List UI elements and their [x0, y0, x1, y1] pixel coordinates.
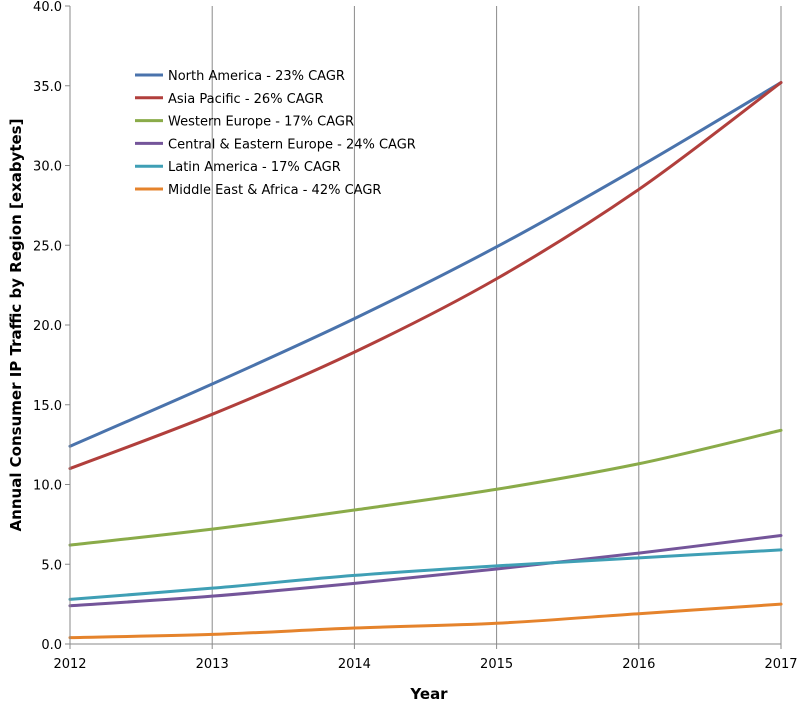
y-tick-label: 0.0: [41, 638, 62, 653]
y-tick-label: 10.0: [33, 479, 62, 494]
x-tick-label: 2017: [764, 657, 797, 672]
x-tick-label: 2016: [622, 657, 655, 672]
y-axis-title: Annual Consumer IP Traffic by Region [ex…: [7, 119, 25, 532]
series-lines: [68, 81, 783, 640]
series-line-4: [68, 548, 783, 601]
series-line-1: [68, 81, 783, 471]
series-line-5: [68, 602, 783, 640]
y-tick-label: 5.0: [41, 558, 62, 573]
legend-label: Latin America - 17% CAGR: [168, 160, 341, 175]
legend-label: Western Europe - 17% CAGR: [168, 115, 354, 130]
x-tick-label: 2012: [53, 657, 86, 672]
y-tick-label: 35.0: [33, 80, 62, 95]
x-tick-labels: 2012 2013 2014 2015 2016 2017: [53, 644, 798, 672]
legend-label: North America - 23% CAGR: [168, 69, 345, 84]
legend-label: Central & Eastern Europe - 24% CAGR: [168, 137, 416, 152]
series-line-0: [68, 81, 783, 448]
y-tick-label: 15.0: [33, 399, 62, 414]
y-tick-label: 40.0: [33, 0, 62, 15]
vertical-gridlines: [211, 6, 782, 644]
legend-label: Middle East & Africa - 42% CAGR: [168, 183, 381, 198]
x-tick-label: 2014: [338, 657, 371, 672]
series-line-2: [68, 428, 783, 547]
x-tick-label: 2015: [480, 657, 513, 672]
legend: North America - 23% CAGR Asia Pacific - 2…: [135, 69, 416, 198]
y-tick-labels: 0.0 5.0 10.0 15.0 20.0 25.0 30.0 35.0 40.0: [33, 0, 70, 653]
x-axis-title: Year: [409, 685, 448, 703]
legend-label: Asia Pacific - 26% CAGR: [168, 92, 324, 107]
y-tick-label: 25.0: [33, 239, 62, 254]
y-tick-label: 30.0: [33, 160, 62, 175]
series-line-3: [68, 534, 783, 608]
y-tick-label: 20.0: [33, 319, 62, 334]
x-tick-label: 2013: [196, 657, 229, 672]
